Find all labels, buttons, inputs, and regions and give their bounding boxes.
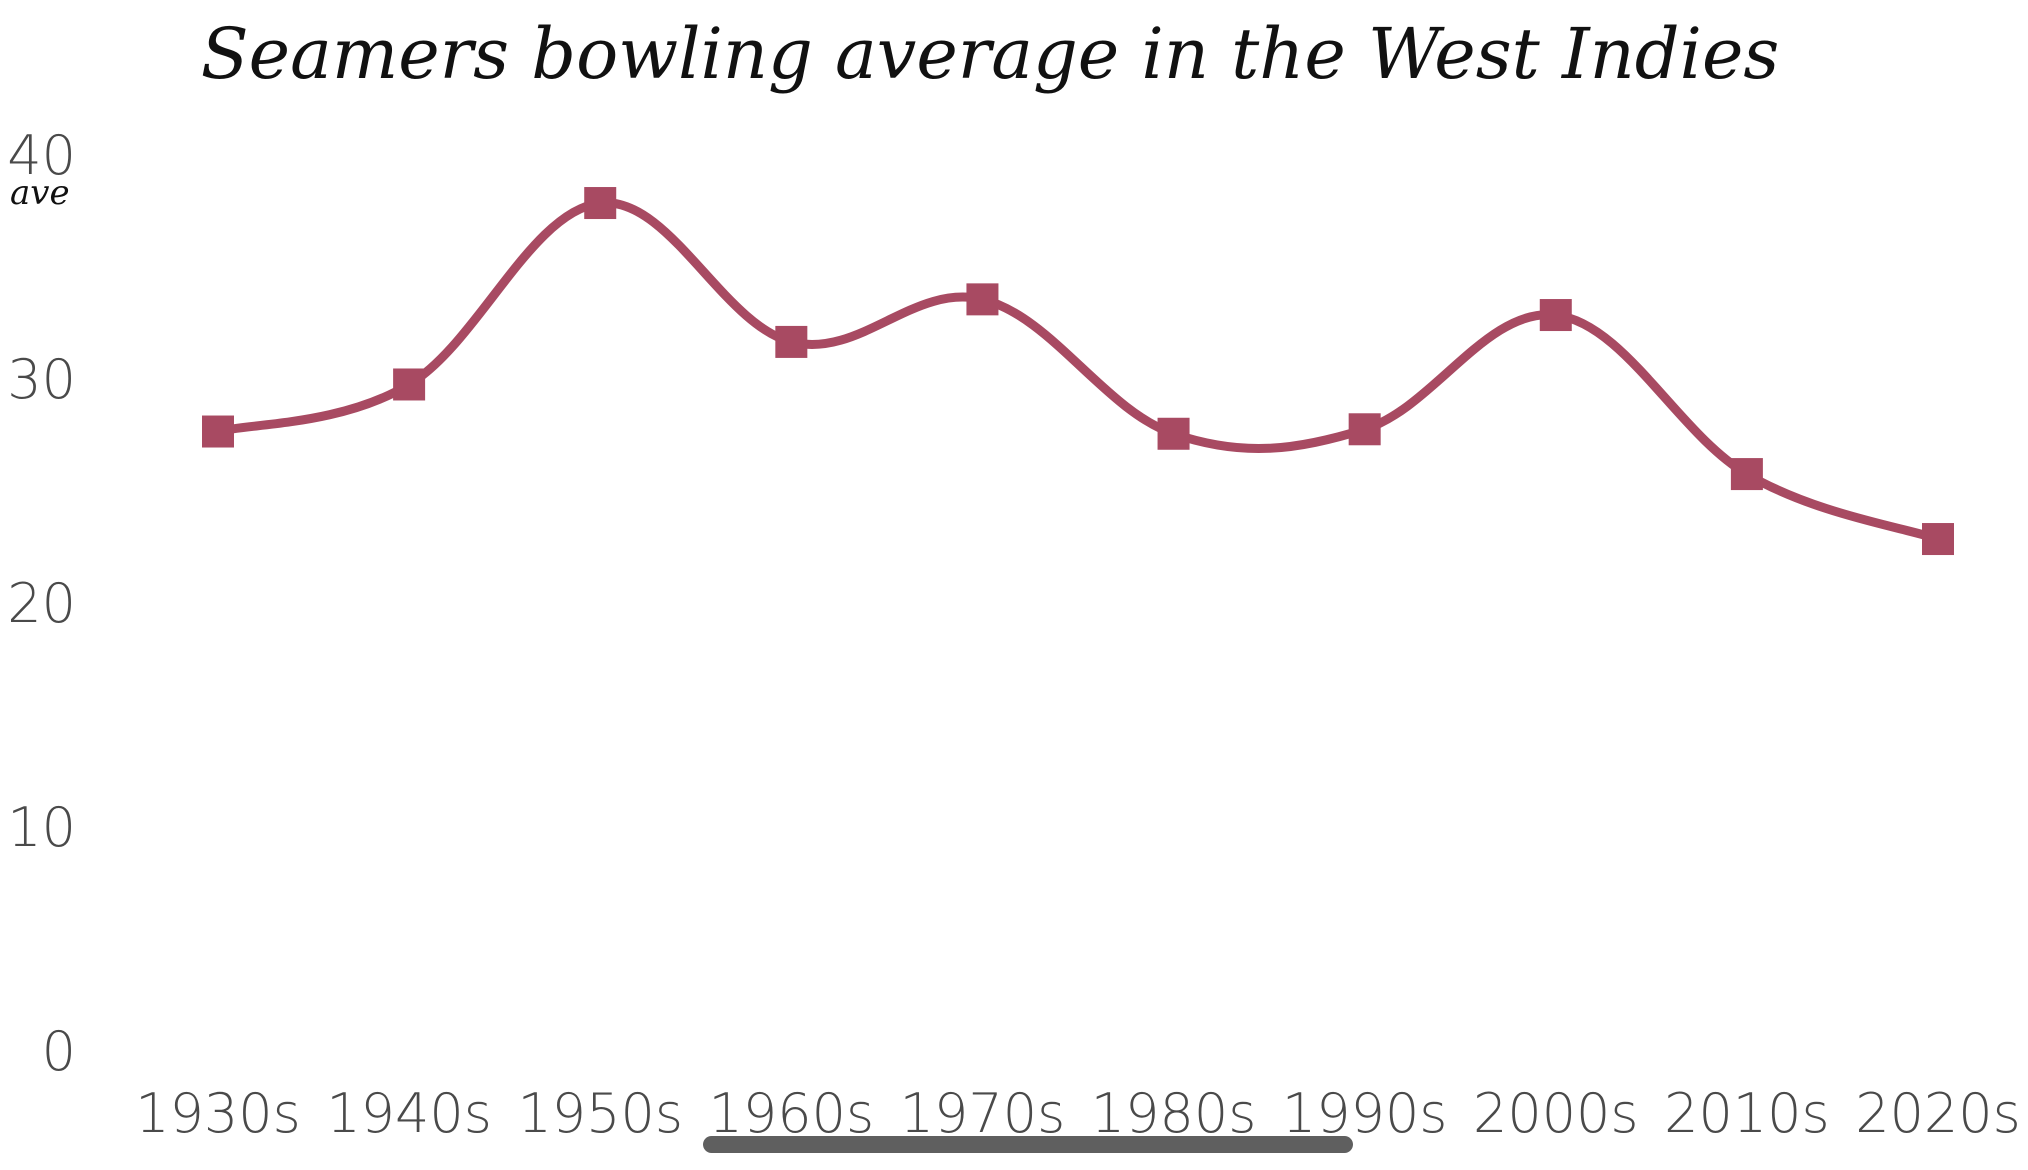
series-marker <box>1730 458 1763 491</box>
x-tick-label: 1960s <box>709 1082 875 1145</box>
series-line <box>213 198 1943 544</box>
y-tick-label: 20 <box>7 572 76 635</box>
y-tick-label: 40 <box>7 124 76 187</box>
series-marker <box>584 187 617 220</box>
x-tick-label: 2000s <box>1473 1082 1639 1145</box>
x-tick-label: 1980s <box>1091 1082 1257 1145</box>
chart-title: Seamers bowling average in the West Indi… <box>201 13 1780 95</box>
y-axis-label: ave <box>10 173 70 213</box>
y-tick-label: 30 <box>7 348 76 411</box>
x-tick-label: 1940s <box>326 1082 492 1145</box>
series-markers <box>202 187 1954 556</box>
series-marker <box>1348 413 1381 446</box>
series-marker <box>1539 299 1572 332</box>
series-marker <box>393 368 426 401</box>
x-tick-label: 1970s <box>900 1082 1066 1145</box>
x-tick-label: 2020s <box>1855 1082 2021 1145</box>
x-tick-label: 1930s <box>135 1082 301 1145</box>
x-tick-label: 1950s <box>517 1082 683 1145</box>
y-tick-label: 10 <box>7 796 76 859</box>
scroll-indicator[interactable] <box>703 1136 1353 1153</box>
y-axis-ticks: 0 10 20 30 40 <box>7 124 76 1083</box>
x-axis-ticks: 1930s 1940s 1950s 1960s 1970s 1980s 1990s 2000s… <box>135 1082 2021 1145</box>
x-tick-label: 2010s <box>1664 1082 1830 1145</box>
series-marker <box>1922 523 1954 556</box>
series-marker <box>775 325 808 358</box>
y-tick-label: 0 <box>42 1020 76 1083</box>
series-marker <box>1157 417 1190 450</box>
series-marker <box>966 283 999 316</box>
series-marker <box>202 415 234 448</box>
x-tick-label: 1990s <box>1282 1082 1448 1145</box>
